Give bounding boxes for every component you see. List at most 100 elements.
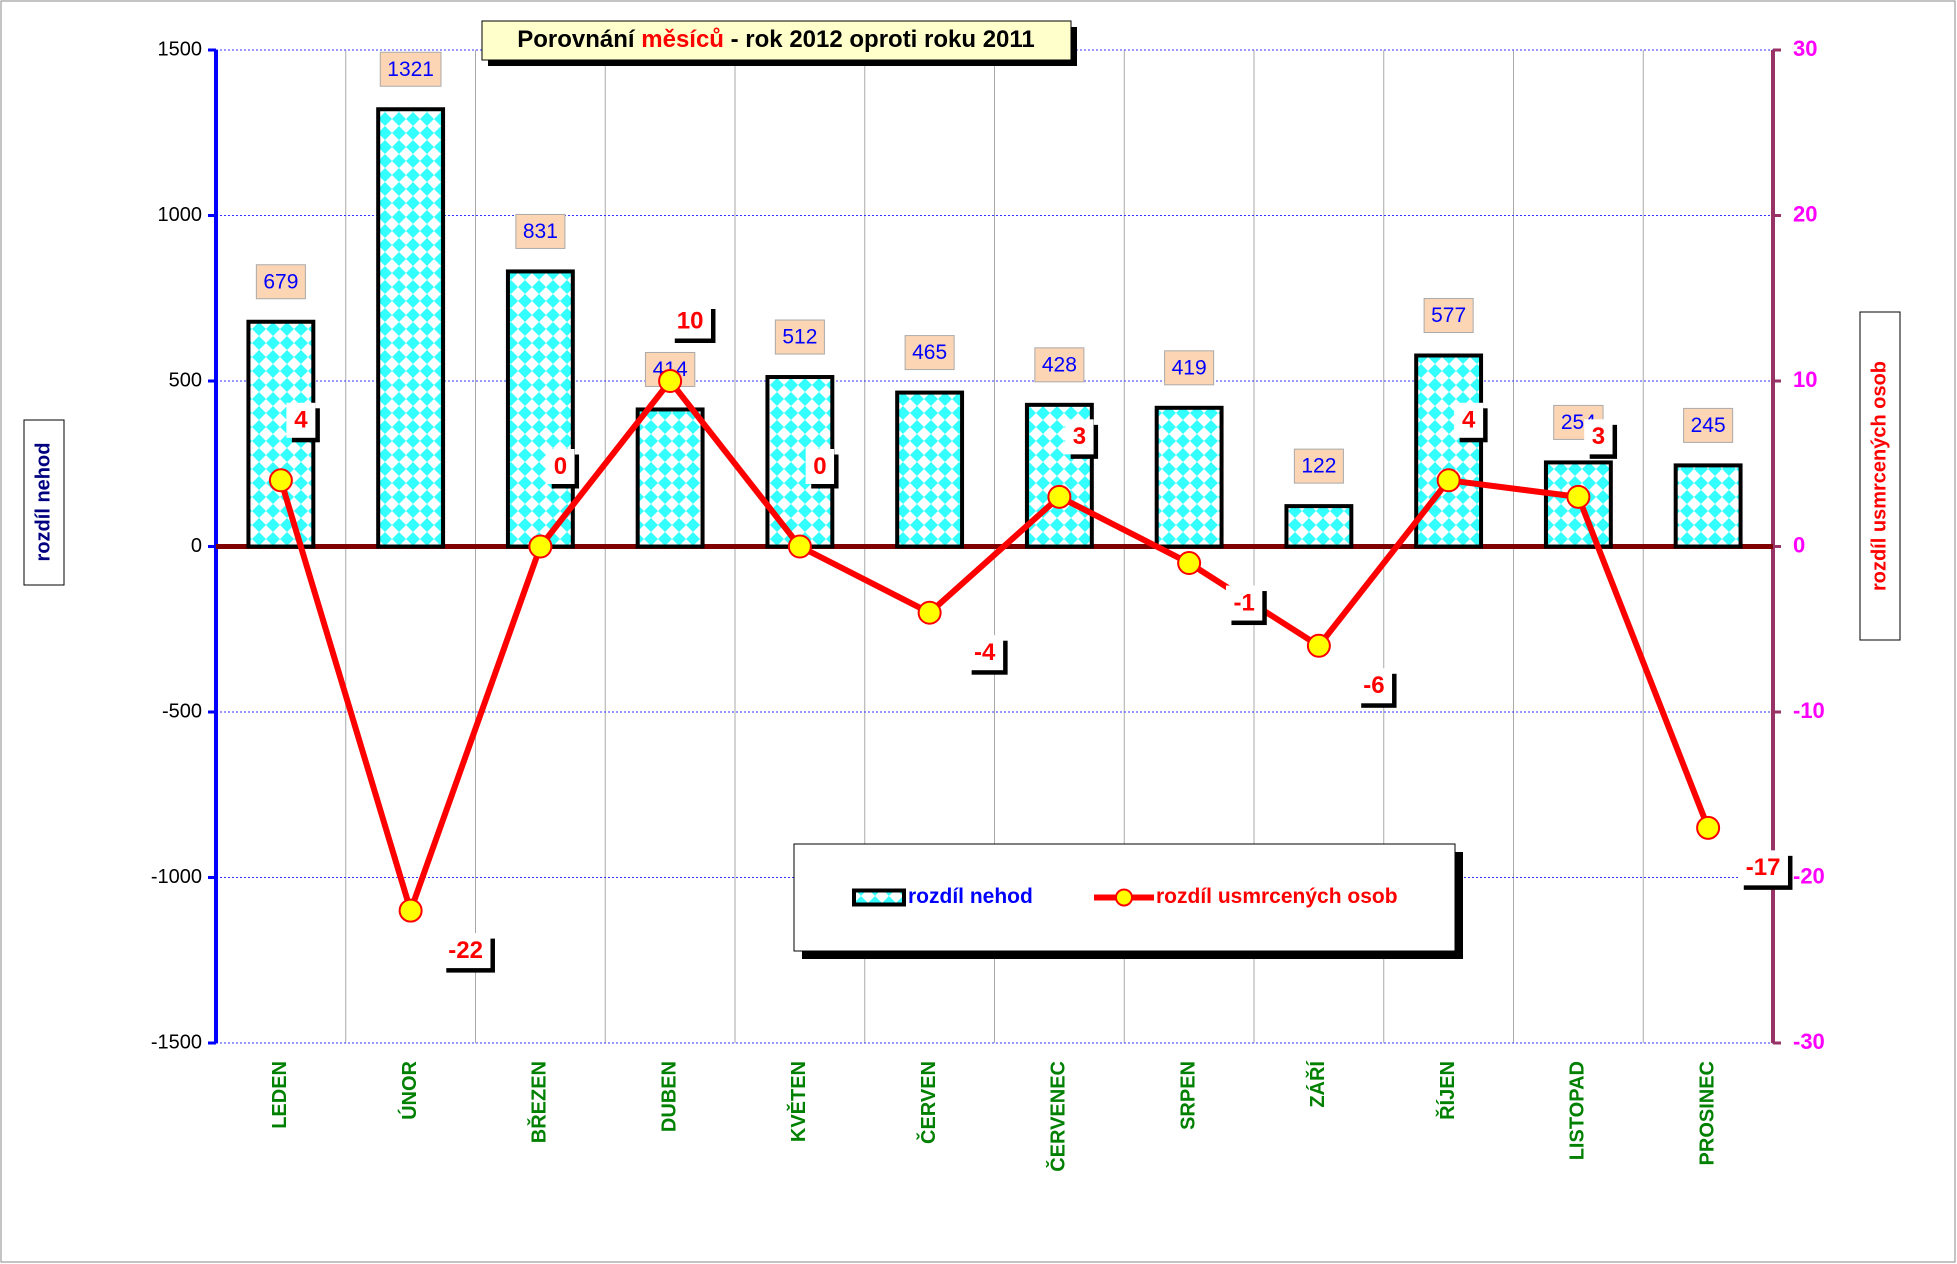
label-box: [546, 449, 575, 484]
x-tick-label: KVĚTEN: [786, 1061, 810, 1142]
x-tick-label: LISTOPAD: [1567, 1061, 1589, 1160]
data-label: 831: [523, 220, 558, 243]
legend-label: rozdíl nehod: [908, 885, 1033, 908]
data-label: 577: [1431, 304, 1466, 327]
label-box: [1164, 350, 1215, 386]
data-label: -22: [448, 937, 483, 964]
data-label: 679: [263, 270, 298, 293]
data-label-group: 1321: [379, 51, 442, 87]
x-tick-label: ZÁŘÍ: [1305, 1061, 1329, 1108]
y2-axis-label: rozdíl usmrcených osob: [1868, 361, 1890, 591]
y-tick-label: -1000: [151, 866, 202, 888]
label-box: [1454, 402, 1484, 438]
y2-label-box: [1859, 311, 1901, 641]
y-label-box: [23, 419, 65, 586]
data-label-group: 3: [1065, 419, 1099, 459]
data-label-group: -1: [1225, 585, 1267, 626]
data-label-group: 419: [1164, 350, 1215, 386]
x-tick-label: ŘÍJEN: [1435, 1061, 1459, 1120]
data-label-group: 0: [546, 449, 580, 489]
line-point: [917, 600, 942, 625]
line-point: [1306, 633, 1331, 658]
line-point: [528, 534, 553, 559]
data-label-group: 4: [1454, 402, 1488, 443]
data-label-group: 428: [1034, 347, 1085, 383]
data-label: 428: [1042, 353, 1077, 376]
title-box: [481, 20, 1072, 61]
y2-tick-label: -10: [1793, 698, 1825, 723]
label-box: [1683, 407, 1734, 443]
line-point: [787, 534, 812, 559]
data-label: 245: [1691, 414, 1726, 437]
x-tick-label: LEDEN: [269, 1061, 291, 1129]
label-box: [255, 264, 306, 300]
bar: [1673, 463, 1743, 549]
x-tick-label: ČERVEN: [916, 1061, 940, 1144]
data-label: 4: [294, 407, 308, 434]
data-label-group: 465: [904, 335, 955, 371]
data-label-group: -17: [1738, 850, 1793, 890]
line-point: [1696, 815, 1721, 840]
y-axis-label: rozdíl nehod: [32, 443, 54, 562]
y2-tick-label: -30: [1793, 1029, 1825, 1054]
data-label-group: 4: [286, 402, 320, 443]
label-box: [904, 335, 955, 371]
data-label: -17: [1746, 854, 1781, 881]
line-point: [1177, 551, 1202, 576]
line: [278, 378, 1711, 914]
data-label: 0: [554, 453, 567, 480]
label-box: [1293, 448, 1344, 484]
legend-swatch: [852, 888, 906, 907]
x-tick-label: ÚNOR: [397, 1060, 421, 1119]
data-label: 3: [1073, 423, 1086, 450]
data-label-group: 679: [255, 264, 306, 300]
x-tick-label: SRPEN: [1177, 1061, 1199, 1130]
bar: [505, 269, 575, 549]
y2-tick-label: 30: [1793, 36, 1817, 61]
x-tick-label: BŘEZEN: [527, 1061, 551, 1143]
chart-title: Porovnání měsíců - rok 2012 oproti roku …: [517, 26, 1035, 53]
data-label-group: 512: [774, 319, 825, 355]
label-box: [286, 402, 316, 438]
data-label: 3: [1592, 423, 1605, 450]
data-label: 1321: [387, 58, 434, 81]
line-point: [1566, 484, 1591, 509]
data-label-group: -6: [1355, 668, 1397, 708]
label-box: [1355, 668, 1393, 704]
data-label-group: 122: [1293, 448, 1344, 484]
label-box: [515, 213, 566, 249]
data-label: 512: [782, 326, 817, 349]
x-tick-label: PROSINEC: [1696, 1061, 1718, 1165]
data-label-group: 3: [1584, 419, 1618, 459]
data-label: -4: [974, 639, 996, 666]
line-point: [268, 468, 293, 493]
label-box: [1225, 585, 1263, 621]
data-label: 0: [813, 453, 826, 480]
label-box: [966, 635, 1004, 671]
y-tick-label: 500: [169, 369, 202, 391]
bar: [246, 319, 316, 549]
bar: [376, 107, 446, 549]
label-box: [1423, 298, 1474, 334]
bar: [1284, 504, 1354, 549]
legend-label: rozdíl usmrcených osob: [1156, 885, 1398, 908]
line-point: [1047, 484, 1072, 509]
y-tick-label: -500: [162, 700, 202, 722]
data-label-group: 10: [669, 303, 716, 343]
data-label-group: -4: [966, 635, 1008, 675]
data-label: 10: [677, 307, 704, 334]
label-box: [1738, 850, 1788, 886]
data-label: 419: [1172, 356, 1207, 379]
y-tick-label: 1000: [158, 204, 203, 226]
label-box: [1584, 419, 1613, 455]
bar: [635, 407, 705, 549]
y-tick-label: 1500: [158, 38, 203, 60]
bar: [895, 390, 965, 549]
y2-tick-label: 0: [1793, 532, 1805, 557]
label-box: [669, 303, 711, 339]
y-tick-label: 0: [191, 535, 202, 557]
label-box: [805, 449, 835, 484]
label-box: [774, 319, 825, 355]
label-box: [1065, 419, 1094, 455]
